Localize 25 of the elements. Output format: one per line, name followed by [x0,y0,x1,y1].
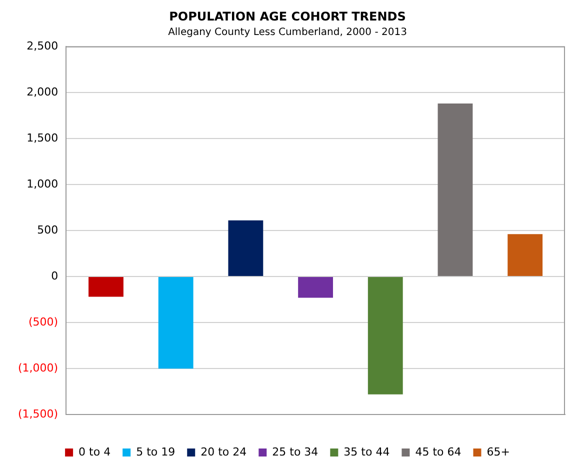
chart-subtitle: Allegany County Less Cumberland, 2000 - 2013 [168,26,407,38]
legend-label: 25 to 34 [272,445,318,458]
legend-label: 45 to 64 [415,445,462,458]
y-tick-label: 500 [37,223,58,236]
y-tick-label: 1,500 [26,131,58,144]
y-tick-label: (500) [28,315,58,328]
legend-label: 0 to 4 [78,445,111,458]
bar [158,277,194,369]
legend-label: 65+ [486,445,510,458]
bar [298,277,333,298]
legend-label: 5 to 19 [136,445,176,458]
legend-label: 20 to 24 [200,445,247,458]
bar [508,234,543,276]
bar [88,277,124,297]
bar [368,277,403,394]
y-tick-label: (1,500) [18,407,58,420]
y-tick-label: 2,500 [26,39,58,52]
chart-title: POPULATION AGE COHORT TRENDS [169,9,406,24]
bar [438,103,473,276]
legend-label: 35 to 44 [344,445,390,458]
y-tick-label: 1,000 [26,177,58,190]
y-tick-label: 2,000 [26,85,58,98]
y-tick-label: 0 [51,269,58,282]
bar [228,220,264,276]
y-tick-label: (1,000) [18,361,58,374]
